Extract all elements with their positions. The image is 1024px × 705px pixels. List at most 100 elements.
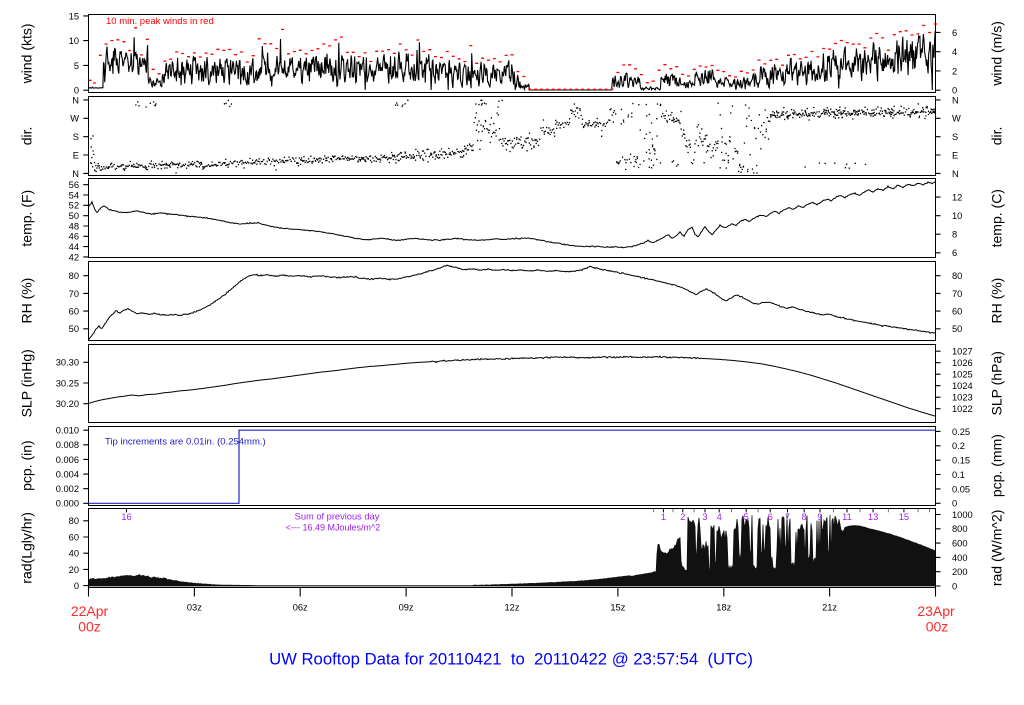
svg-text:40: 40 (69, 549, 79, 559)
svg-text:46: 46 (69, 232, 79, 242)
svg-text:600: 600 (952, 539, 968, 549)
svg-text:80: 80 (952, 271, 962, 281)
svg-text:54: 54 (69, 190, 79, 200)
svg-text:0: 0 (952, 581, 957, 591)
svg-text:N: N (72, 169, 79, 179)
svg-text:W: W (952, 114, 961, 124)
svg-text:1000: 1000 (952, 510, 973, 520)
svg-text:0.008: 0.008 (56, 440, 79, 450)
svg-text:18z: 18z (716, 602, 731, 612)
svg-text:temp. (F): temp. (F) (19, 190, 35, 247)
svg-text:0.1: 0.1 (952, 470, 965, 480)
svg-text:0.2: 0.2 (952, 441, 965, 451)
svg-text:48: 48 (69, 221, 79, 231)
svg-text:1022: 1022 (952, 404, 973, 414)
svg-text:2: 2 (952, 66, 957, 76)
svg-text:00z: 00z (78, 619, 101, 635)
svg-text:2: 2 (680, 512, 685, 522)
svg-text:wind (kts): wind (kts) (19, 23, 35, 84)
svg-text:0.05: 0.05 (952, 484, 970, 494)
svg-text:00z: 00z (926, 619, 949, 635)
svg-text:800: 800 (952, 524, 968, 534)
svg-text:RH (%): RH (%) (989, 278, 1005, 324)
svg-text:0.002: 0.002 (56, 484, 79, 494)
svg-text:30.25: 30.25 (56, 378, 79, 388)
svg-text:SLP (hPa): SLP (hPa) (989, 351, 1005, 415)
svg-text:6: 6 (952, 28, 957, 38)
svg-text:80: 80 (69, 271, 79, 281)
svg-text:8: 8 (952, 230, 957, 240)
svg-text:dir.: dir. (989, 127, 1005, 146)
svg-text:pcp. (in): pcp. (in) (19, 440, 35, 491)
svg-text:10 min. peak winds in red: 10 min. peak winds in red (106, 16, 214, 27)
svg-text:Tip increments are 0.01in. (0.: Tip increments are 0.01in. (0.254mm.) (105, 437, 266, 448)
svg-text:50: 50 (69, 324, 79, 334)
svg-text:60: 60 (952, 307, 962, 317)
svg-text:0: 0 (952, 499, 957, 509)
svg-text:0.010: 0.010 (56, 426, 79, 436)
svg-text:200: 200 (952, 567, 968, 577)
svg-text:50: 50 (69, 211, 79, 221)
svg-text:70: 70 (69, 289, 79, 299)
svg-text:wind (m/s): wind (m/s) (989, 21, 1005, 87)
svg-text:E: E (952, 150, 958, 160)
svg-text:0.004: 0.004 (56, 470, 79, 480)
svg-text:9: 9 (817, 512, 822, 522)
svg-text:RH (%): RH (%) (19, 278, 35, 324)
svg-text:1026: 1026 (952, 358, 973, 368)
svg-text:rad (W/m^2): rad (W/m^2) (989, 510, 1005, 587)
svg-text:09z: 09z (399, 602, 414, 612)
svg-text:0.006: 0.006 (56, 455, 79, 465)
svg-text:1023: 1023 (952, 393, 973, 403)
svg-text:SLP (inHg): SLP (inHg) (19, 349, 35, 417)
svg-text:4: 4 (952, 47, 957, 57)
svg-text:12: 12 (952, 193, 962, 203)
svg-text:N: N (952, 95, 959, 105)
svg-text:30.20: 30.20 (56, 399, 79, 409)
svg-text:6: 6 (952, 248, 957, 258)
svg-text:4: 4 (717, 512, 722, 522)
svg-text:30.30: 30.30 (56, 358, 79, 368)
svg-text:400: 400 (952, 553, 968, 563)
svg-text:21z: 21z (822, 602, 837, 612)
svg-text:N: N (952, 169, 959, 179)
svg-text:42: 42 (69, 252, 79, 262)
svg-text:5: 5 (744, 512, 749, 522)
svg-text:50: 50 (952, 324, 962, 334)
svg-text:13: 13 (868, 512, 878, 522)
svg-text:S: S (952, 132, 958, 142)
svg-text:16: 16 (121, 512, 131, 522)
svg-text:0.15: 0.15 (952, 456, 970, 466)
svg-text:20: 20 (69, 565, 79, 575)
svg-text:11: 11 (842, 512, 852, 522)
svg-text:6: 6 (768, 512, 773, 522)
svg-text:10: 10 (69, 36, 79, 46)
svg-text:10: 10 (952, 211, 962, 221)
svg-text:80: 80 (69, 516, 79, 526)
svg-text:0: 0 (74, 581, 79, 591)
svg-text:06z: 06z (293, 602, 308, 612)
svg-text:pcp. (mm): pcp. (mm) (989, 434, 1005, 497)
svg-text:15z: 15z (610, 602, 625, 612)
svg-text:1024: 1024 (952, 381, 973, 391)
svg-text:60: 60 (69, 307, 79, 317)
svg-text:1: 1 (661, 512, 666, 522)
svg-text:3: 3 (702, 512, 707, 522)
svg-text:7: 7 (785, 512, 790, 522)
svg-text:temp. (C): temp. (C) (989, 189, 1005, 247)
svg-text:44: 44 (69, 242, 79, 252)
svg-text:5: 5 (74, 61, 79, 71)
svg-text:0.25: 0.25 (952, 427, 970, 437)
svg-text:70: 70 (952, 289, 962, 299)
svg-text:8: 8 (802, 512, 807, 522)
svg-text:52: 52 (69, 201, 79, 211)
svg-text:dir.: dir. (19, 127, 35, 146)
svg-text:0.000: 0.000 (56, 499, 79, 509)
svg-text:56: 56 (69, 180, 79, 190)
svg-text:1025: 1025 (952, 370, 973, 380)
svg-text:E: E (73, 150, 79, 160)
svg-text:UW Rooftop Data for 20110421: UW Rooftop Data for 20110421 to 20110422… (269, 650, 753, 669)
svg-text:S: S (73, 132, 79, 142)
svg-text:0: 0 (74, 86, 79, 96)
svg-text:N: N (72, 95, 79, 105)
